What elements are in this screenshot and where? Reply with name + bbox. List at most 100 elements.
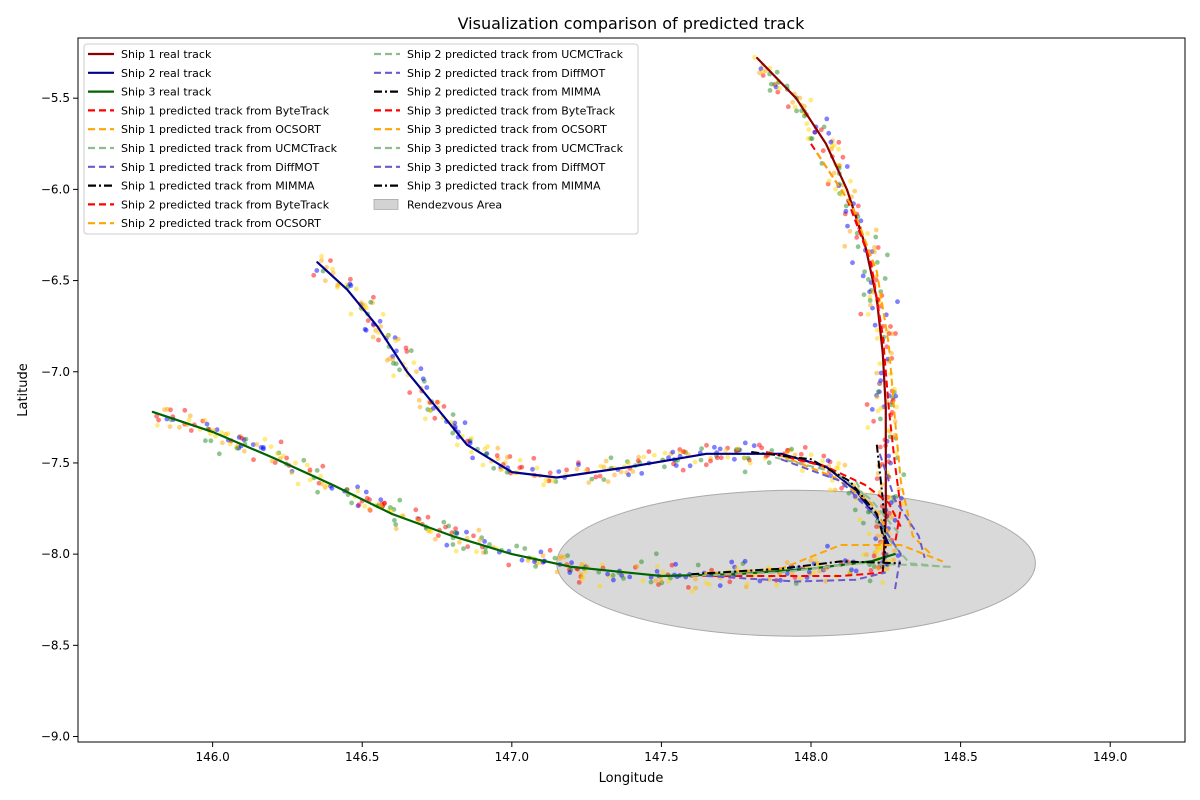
scatter-point-ship-3 [239, 435, 245, 441]
scatter-point-ship-1 [805, 136, 811, 141]
scatter-point-ship-3 [729, 559, 735, 565]
scatter-point-ship-1 [858, 311, 864, 317]
scatter-point-ship-1 [892, 517, 898, 523]
legend-label-ship-3-predicted-track-from-bytetrack: Ship 3 predicted track from ByteTrack [407, 104, 616, 117]
scatter-point-ship-1 [875, 245, 881, 250]
scatter-point-ship-1 [760, 73, 766, 78]
scatter-point-ship-2 [723, 448, 728, 454]
scatter-point-ship-2 [712, 444, 717, 450]
ship-1-predicted-track-from-diffmot-line [878, 453, 926, 559]
scatter-point-ship-3 [220, 440, 225, 446]
scatter-point-ship-2 [598, 463, 604, 469]
scatter-point-ship-2 [874, 524, 879, 529]
scatter-point-ship-2 [708, 458, 713, 464]
scatter-point-ship-2 [391, 361, 396, 366]
scatter-point-ship-3 [506, 562, 512, 568]
scatter-point-ship-3 [538, 549, 544, 555]
scatter-point-ship-1 [878, 416, 883, 422]
scatter-point-ship-1 [854, 235, 860, 240]
legend-label-ship-2-predicted-track-from-ocsort: Ship 2 predicted track from OCSORT [121, 217, 321, 230]
scatter-point-ship-3 [784, 560, 790, 565]
scatter-point-ship-2 [636, 454, 641, 460]
scatter-point-ship-2 [892, 548, 897, 554]
scatter-point-ship-3 [514, 543, 520, 549]
scatter-point-ship-2 [662, 450, 668, 456]
scatter-point-ship-1 [845, 223, 850, 229]
scatter-point-ship-3 [208, 438, 214, 444]
scatter-point-ship-3 [461, 546, 466, 552]
scatter-point-ship-3 [474, 549, 479, 555]
scatter-point-ship-1 [885, 252, 890, 258]
scatter-point-ship-2 [485, 444, 490, 449]
scatter-point-ship-3 [251, 457, 256, 463]
scatter-point-ship-1 [869, 407, 875, 412]
scatter-point-ship-2 [348, 283, 354, 288]
scatter-point-ship-1 [844, 164, 850, 169]
scatter-point-ship-3 [444, 542, 450, 548]
scatter-point-ship-2 [504, 455, 510, 460]
scatter-point-ship-2 [335, 282, 340, 288]
scatter-point-ship-3 [655, 564, 660, 569]
scatter-point-ship-3 [453, 548, 459, 554]
scatter-point-ship-1 [874, 260, 880, 265]
legend-label-ship-2-predicted-track-from-ucmctrack: Ship 2 predicted track from UCMCTrack [407, 48, 624, 61]
scatter-point-ship-2 [798, 451, 804, 457]
scatter-point-ship-2 [673, 463, 679, 468]
scatter-point-ship-2 [348, 276, 353, 282]
scatter-point-ship-1 [855, 244, 861, 250]
x-axis-label: Longitude [599, 771, 664, 786]
scatter-point-ship-1 [880, 580, 885, 585]
scatter-point-ship-3 [867, 578, 873, 584]
scatter-point-ship-3 [611, 577, 616, 583]
plot-area [151, 54, 1036, 637]
scatter-point-ship-1 [855, 203, 861, 209]
scatter-point-ship-1 [892, 419, 898, 424]
legend-label-ship-2-predicted-track-from-mimma: Ship 2 predicted track from MIMMA [407, 86, 601, 99]
scatter-point-ship-1 [888, 324, 893, 329]
scatter-point-ship-1 [831, 170, 837, 176]
scatter-point-ship-3 [561, 554, 567, 560]
scatter-point-ship-1 [872, 245, 877, 250]
scatter-point-ship-2 [612, 472, 617, 478]
scatter-point-ship-1 [829, 146, 834, 152]
scatter-point-ship-3 [452, 529, 458, 535]
scatter-point-ship-3 [307, 467, 313, 473]
scatter-point-ship-3 [356, 502, 362, 508]
scatter-point-ship-2 [857, 517, 863, 522]
scatter-point-ship-3 [778, 577, 783, 583]
scatter-point-ship-2 [547, 470, 553, 476]
y-axis-label: Latitude [16, 363, 31, 417]
scatter-point-ship-2 [319, 253, 324, 259]
scatter-point-ship-3 [519, 557, 525, 563]
scatter-point-ship-3 [307, 477, 313, 483]
scatter-point-ship-1 [886, 494, 892, 500]
legend-label-ship-1-predicted-track-from-ucmctrack: Ship 1 predicted track from UCMCTrack [121, 142, 338, 155]
scatter-point-ship-1 [874, 476, 880, 482]
scatter-point-ship-2 [417, 404, 423, 410]
scatter-point-ship-3 [660, 569, 666, 575]
scatter-point-ship-1 [878, 370, 884, 376]
scatter-point-ship-1 [852, 188, 858, 194]
scatter-point-ship-1 [894, 404, 899, 410]
legend-label-ship-1-predicted-track-from-diffmot: Ship 1 predicted track from DiffMOT [121, 161, 320, 174]
scatter-point-ship-2 [821, 453, 827, 459]
scatter-point-ship-2 [861, 520, 866, 526]
scatter-point-ship-3 [432, 536, 438, 542]
scatter-point-ship-1 [886, 459, 892, 465]
scatter-point-ship-1 [767, 88, 773, 93]
scatter-point-ship-1 [806, 127, 812, 132]
scatter-point-ship-3 [665, 578, 671, 584]
scatter-point-ship-2 [368, 299, 374, 305]
scatter-point-ship-3 [533, 564, 538, 569]
legend-label-ship-3-real-track: Ship 3 real track [121, 86, 212, 99]
scatter-point-ship-2 [434, 399, 440, 405]
scatter-point-ship-3 [426, 528, 432, 534]
scatter-point-ship-3 [734, 565, 740, 571]
scatter-point-ship-2 [732, 456, 737, 462]
scatter-point-ship-3 [250, 442, 256, 447]
scatter-point-ship-3 [727, 579, 733, 585]
scatter-point-ship-3 [742, 558, 748, 564]
scatter-point-ship-3 [441, 519, 447, 525]
scatter-point-ship-3 [686, 585, 691, 590]
scatter-point-ship-1 [850, 260, 855, 266]
